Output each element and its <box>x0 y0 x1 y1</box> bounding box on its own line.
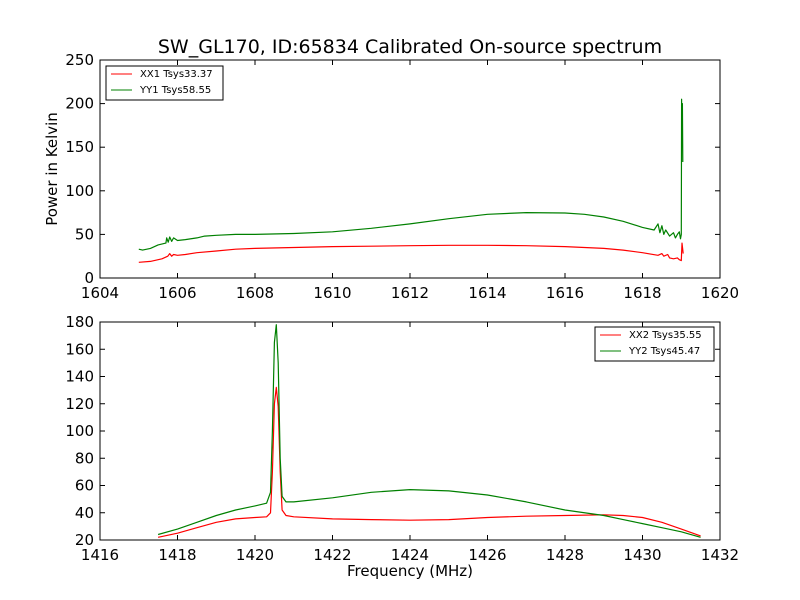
bottom-legend: XX2 Tsys35.55 YY2 Tsys45.47 <box>594 326 715 362</box>
top-series-line-1 <box>138 98 684 251</box>
bottom-series-lines <box>157 324 701 538</box>
bottom-ytick-label: 180 <box>65 313 94 331</box>
legend-label-yy1: YY1 Tsys58.55 <box>139 85 211 96</box>
bottom-xlabel: Frequency (MHz) <box>347 562 473 580</box>
top-plot-frame <box>99 59 721 279</box>
top-legend-box <box>105 65 224 101</box>
bottom-ytick-label: 140 <box>65 368 94 386</box>
bottom-series-line-1 <box>157 324 701 538</box>
bottom-ytick-label: 20 <box>75 531 94 549</box>
top-xtick-label: 1606 <box>158 284 196 302</box>
bottom-plot-frame <box>99 321 721 541</box>
top-ytick-label: 50 <box>75 225 94 243</box>
bottom-ytick-label: 80 <box>75 449 94 467</box>
bottom-xtick-label: 1430 <box>623 546 661 564</box>
top-xtick-label: 1618 <box>623 284 661 302</box>
bottom-legend-box <box>594 326 715 362</box>
top-xtick-label: 1616 <box>546 284 584 302</box>
bottom-ytick-label: 100 <box>65 422 94 440</box>
bottom-axis-ticks: 1416 1418 1420 1422 1424 1426 1428 1430 1432 20 40… <box>65 313 739 564</box>
bottom-xtick-label: 1432 <box>701 546 739 564</box>
legend-label-xx2: XX2 Tsys35.55 <box>629 330 702 341</box>
legend-label-yy2: YY2 Tsys45.47 <box>628 346 700 357</box>
top-xtick-label: 1608 <box>236 284 274 302</box>
top-spectrum-panel: 1604 1606 1608 1610 1612 1614 1616 1618 1620 0 50 1… <box>43 51 739 302</box>
top-xtick-label: 1620 <box>701 284 739 302</box>
top-xtick-label: 1614 <box>468 284 506 302</box>
bottom-ytick-label: 60 <box>75 477 94 495</box>
bottom-xtick-label: 1422 <box>313 546 351 564</box>
bottom-xtick-label: 1420 <box>236 546 274 564</box>
bottom-ytick-label: 40 <box>75 504 94 522</box>
top-ytick-label: 0 <box>84 269 94 287</box>
bottom-xtick-label: 1426 <box>468 546 506 564</box>
top-legend: XX1 Tsys33.37 YY1 Tsys58.55 <box>105 65 224 101</box>
top-ytick-label: 100 <box>65 182 94 200</box>
bottom-xtick-label: 1416 <box>81 546 119 564</box>
top-xtick-label: 1610 <box>313 284 351 302</box>
top-xtick-label: 1612 <box>391 284 429 302</box>
top-ytick-label: 150 <box>65 138 94 156</box>
top-ytick-label: 250 <box>65 51 94 69</box>
bottom-xtick-label: 1428 <box>546 546 584 564</box>
bottom-ytick-label: 120 <box>65 395 94 413</box>
top-series-lines <box>138 98 684 263</box>
bottom-series-line-0 <box>157 386 701 538</box>
bottom-ytick-label: 160 <box>65 340 94 358</box>
bottom-xtick-label: 1424 <box>391 546 429 564</box>
top-ytick-label: 200 <box>65 95 94 113</box>
legend-label-xx1: XX1 Tsys33.37 <box>140 69 213 80</box>
top-axis-ticks: 1604 1606 1608 1610 1612 1614 1616 1618 1620 0 50 1… <box>65 51 739 302</box>
bottom-spectrum-panel: 1416 1418 1420 1422 1424 1426 1428 1430 1432 20 40… <box>65 313 739 580</box>
top-series-line-0 <box>138 242 684 263</box>
top-xtick-label: 1604 <box>81 284 119 302</box>
bottom-xtick-label: 1418 <box>158 546 196 564</box>
top-ylabel: Power in Kelvin <box>43 112 61 226</box>
chart-title: SW_GL170, ID:65834 Calibrated On-source … <box>158 36 662 58</box>
